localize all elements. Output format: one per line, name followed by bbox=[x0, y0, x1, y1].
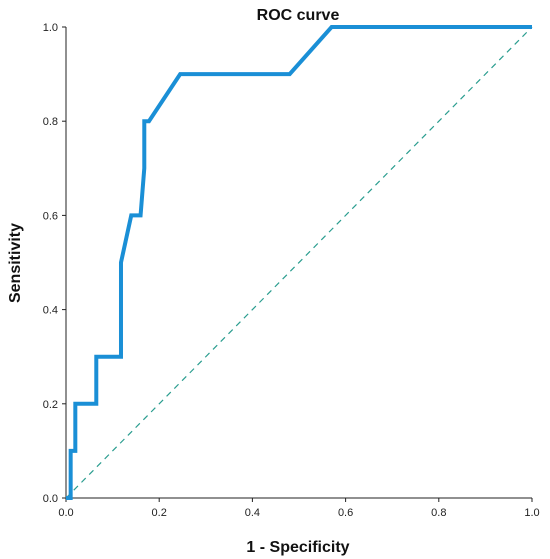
x-axis-title: 1 - Specificity bbox=[246, 539, 349, 556]
series-layer bbox=[65, 25, 533, 500]
y-tick-label: 0.8 bbox=[43, 116, 58, 128]
x-tick-label: 0.8 bbox=[431, 507, 446, 519]
y-tick-label: 0.4 bbox=[43, 305, 58, 317]
y-tick-label: 0.0 bbox=[43, 493, 58, 505]
y-tick-label: 1.0 bbox=[43, 22, 58, 34]
y-axis-title: Sensitivity bbox=[7, 223, 24, 303]
y-axis-ticks: 0.0 0.2 0.4 0.6 0.8 1.0 bbox=[43, 22, 66, 505]
x-tick-label: 0.2 bbox=[152, 507, 167, 519]
y-tick-label: 0.6 bbox=[43, 210, 58, 222]
chart-title: ROC curve bbox=[257, 7, 340, 24]
roc-curve-line bbox=[66, 25, 532, 500]
reference-diagonal-line bbox=[65, 26, 533, 499]
x-tick-label: 0.6 bbox=[338, 507, 353, 519]
x-tick-label: 0.4 bbox=[245, 507, 260, 519]
axes bbox=[65, 27, 532, 499]
y-tick-label: 0.2 bbox=[43, 399, 58, 411]
x-tick-label: 0.0 bbox=[58, 507, 73, 519]
x-tick-label: 1.0 bbox=[524, 507, 539, 519]
x-axis-ticks: 0.0 0.2 0.4 0.6 0.8 1.0 bbox=[58, 498, 540, 519]
